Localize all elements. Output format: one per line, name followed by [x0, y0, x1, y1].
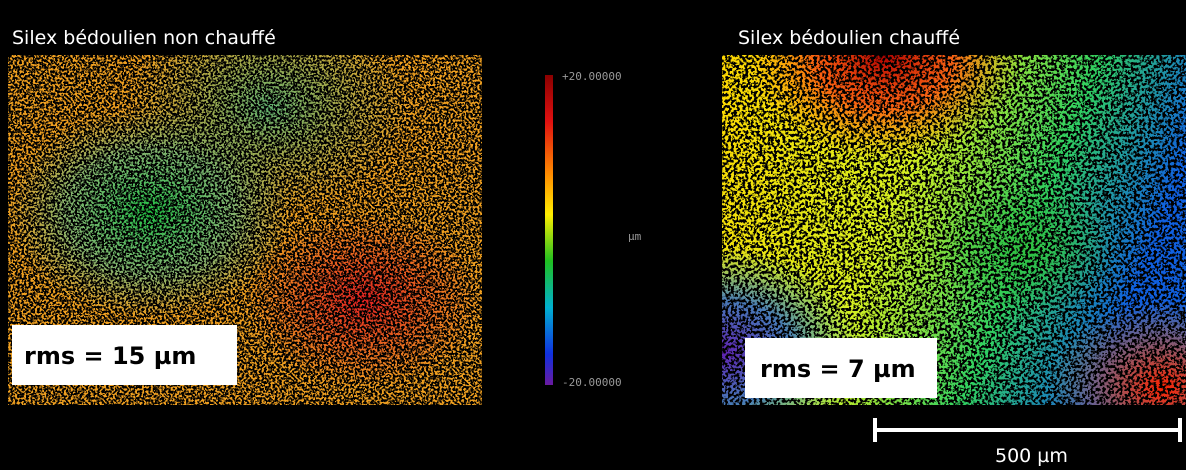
scale-bar-label: 500 µm	[995, 445, 1068, 467]
rms-box	[12, 325, 237, 385]
colorbar	[545, 75, 553, 385]
panel-title: Silex bédoulien non chauffé	[12, 27, 276, 49]
panel-title: Silex bédoulien chauffé	[738, 27, 960, 49]
colorbar-min: -20.00000	[562, 376, 622, 389]
scale-bar	[873, 418, 1182, 442]
rms-label: rms = 7 µm	[760, 355, 916, 383]
rms-box	[745, 338, 937, 398]
colorbar-unit: µm	[628, 230, 642, 243]
rms-label: rms = 15 µm	[24, 342, 196, 370]
colorbar-max: +20.00000	[562, 70, 622, 83]
